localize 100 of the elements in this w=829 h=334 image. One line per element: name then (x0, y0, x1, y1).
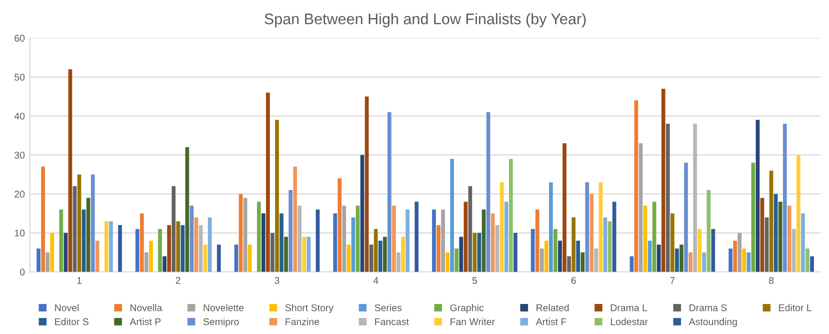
bar (369, 244, 374, 272)
bar (64, 232, 68, 272)
bar (728, 248, 732, 272)
bar (756, 120, 760, 272)
bar (778, 202, 782, 272)
bar (774, 194, 778, 272)
legend-label: Lodestar (610, 318, 648, 326)
bar (298, 206, 302, 272)
y-tick-label: 30 (14, 152, 25, 159)
bar (608, 221, 612, 272)
bar (316, 210, 320, 272)
legend-label: Drama L (610, 304, 648, 312)
bar (638, 143, 643, 272)
x-tick-label: 4 (373, 277, 378, 284)
bar (464, 202, 468, 272)
bar (742, 248, 746, 272)
bar (288, 190, 292, 272)
bar (275, 120, 279, 272)
bar (162, 256, 166, 272)
x-tick-label: 5 (472, 277, 477, 284)
bar (109, 221, 113, 272)
bar (544, 240, 548, 272)
bar (95, 240, 100, 272)
bar (782, 124, 787, 272)
bar (603, 217, 608, 272)
x-tick-label: 7 (670, 277, 675, 284)
bar (746, 252, 751, 272)
bar (180, 225, 185, 272)
bar (382, 236, 387, 272)
bar (338, 178, 342, 272)
bar (472, 232, 477, 272)
bar (459, 236, 464, 272)
bar (190, 206, 194, 272)
bar (176, 221, 180, 272)
y-tick-label: 40 (14, 112, 25, 120)
x-tick-label: 6 (571, 276, 576, 284)
bar (203, 244, 208, 272)
legend-label: Fanzine (286, 318, 320, 326)
bar (149, 240, 153, 272)
bar (562, 143, 566, 272)
bar (504, 202, 508, 272)
bar (86, 198, 90, 272)
legend-label: Semipro (203, 318, 239, 328)
bar (693, 124, 697, 272)
bar (787, 206, 792, 272)
legend-label: Artist F (536, 318, 566, 326)
bar (266, 92, 270, 272)
bar (598, 182, 603, 272)
bar (302, 236, 306, 272)
bar (490, 213, 495, 272)
bar (760, 198, 764, 272)
bar (104, 221, 108, 272)
bar (414, 202, 419, 272)
bar (208, 217, 212, 272)
bar (50, 232, 54, 272)
bar (46, 252, 50, 272)
bar (580, 252, 585, 272)
bar (482, 210, 486, 272)
bar (284, 236, 288, 272)
chart-title: Span Between High and Low Finalists (by Year) (264, 13, 586, 28)
bar (140, 213, 144, 272)
bar (36, 248, 40, 272)
bar (406, 210, 410, 272)
bar (248, 244, 252, 272)
bar (90, 174, 95, 272)
x-tick-label: 2 (176, 276, 180, 284)
bar (374, 229, 378, 272)
bar (792, 229, 796, 272)
bar (388, 112, 392, 272)
bar (118, 225, 122, 272)
bar (684, 162, 688, 272)
bar (172, 186, 176, 272)
bar (688, 252, 692, 272)
bar (441, 210, 445, 272)
bar (702, 252, 706, 272)
bar (41, 166, 45, 272)
legend-label: Astounding (688, 318, 737, 328)
bar (432, 210, 436, 272)
bar (801, 213, 805, 272)
bar (401, 236, 405, 272)
bar (392, 206, 396, 272)
legend-label: Graphic (450, 304, 484, 314)
legend-label: Artist P (130, 318, 161, 326)
y-tick-label: 50 (14, 74, 25, 81)
legend-label: Short Story (285, 304, 334, 314)
bar (634, 100, 638, 272)
bar (167, 225, 171, 272)
bar (554, 229, 558, 272)
bar (585, 182, 590, 272)
bar (280, 213, 284, 272)
bar (360, 154, 364, 272)
bar (769, 170, 774, 272)
legend-label: Fancast (375, 318, 409, 326)
bar (495, 225, 500, 272)
bar (72, 186, 77, 272)
bar (243, 198, 248, 272)
bar (648, 240, 652, 272)
bar (540, 248, 544, 272)
legend-label: Editor S (55, 318, 88, 326)
bar (158, 229, 162, 272)
